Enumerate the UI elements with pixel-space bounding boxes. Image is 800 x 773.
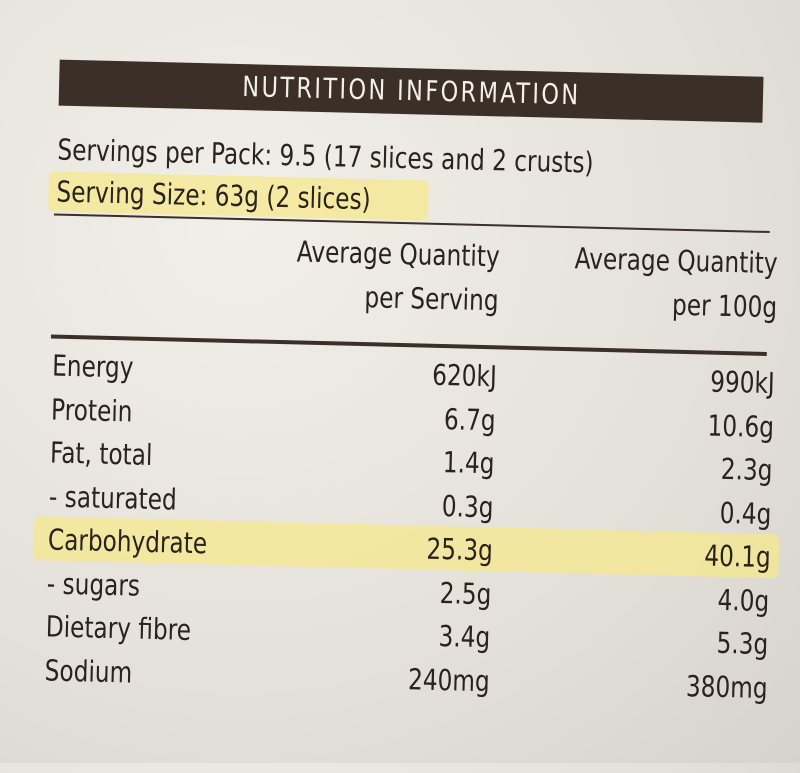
column-header-text: Average Quantity: [574, 241, 779, 281]
title-text: NUTRITION INFORMATION: [241, 70, 581, 112]
per-serving-text: 3.4g: [438, 619, 492, 655]
per-100g-text: 380mg: [685, 668, 769, 705]
per-serving-text: 2.5g: [439, 575, 493, 611]
per-100g-text: 5.3g: [716, 625, 770, 662]
rule: [50, 334, 767, 356]
title: NUTRITION INFORMATION: [59, 65, 764, 118]
per-100g-text: 0.4g: [719, 495, 773, 531]
per-serving-text: 6.7g: [444, 401, 497, 437]
per-serving: 0.3g: [294, 484, 495, 525]
per-100g: 4.0g: [569, 578, 770, 619]
per-serving: 25.3g: [292, 527, 493, 568]
table: Average Quantity per Serving Average Quant…: [9, 0, 800, 704]
nutrient-name-text: Protein: [50, 391, 133, 428]
column-header: per 100g: [477, 282, 778, 325]
per-100g: 990kJ: [575, 360, 776, 401]
per-100g: 5.3g: [568, 621, 769, 662]
per-100g: 380mg: [567, 665, 768, 706]
title-bar: NUTRITION INFORMATION: [58, 59, 764, 123]
per-100g-text: 2.3g: [720, 451, 774, 488]
per-100g-text: 10.6g: [707, 408, 775, 444]
per-serving: 2.5g: [291, 571, 492, 612]
column-header-text: per 100g: [671, 287, 778, 325]
column-header-text: Average Quantity: [296, 234, 501, 274]
per-serving: 620kJ: [297, 353, 498, 394]
per-serving: 1.4g: [295, 440, 496, 481]
per-serving-text: 620kJ: [432, 357, 498, 394]
per-100g: 10.6g: [574, 404, 775, 445]
nutrient-name-text: - saturated: [48, 478, 178, 517]
serving-size-text: Serving Size: 63g (2 slices): [56, 174, 372, 217]
nutrient-name-text: Dietary fibre: [45, 609, 192, 647]
per-100g-text: 40.1g: [704, 538, 772, 575]
per-serving: 240mg: [289, 658, 490, 699]
nutrient-name: Carbohydrate: [48, 521, 248, 562]
column-header: Average Quantity: [478, 238, 779, 281]
per-100g-text: 4.0g: [717, 582, 771, 618]
nutrient-name-text: Fat, total: [49, 435, 153, 472]
per-serving-text: 0.3g: [441, 488, 495, 524]
column-header: Average Quantity: [200, 231, 501, 274]
nutrient-name: Protein: [51, 391, 154, 429]
nutrient-name-text: Sodium: [44, 652, 133, 690]
per-100g: 40.1g: [570, 534, 771, 575]
per-serving: 3.4g: [290, 614, 491, 655]
column-header: per Serving: [199, 275, 500, 318]
nutrient-name: Energy: [52, 348, 154, 386]
per-serving: 6.7g: [296, 397, 497, 438]
nutrient-name-text: - sugars: [46, 565, 141, 603]
nutrient-name: Dietary fibre: [45, 608, 227, 648]
nutrient-name: Fat, total: [50, 434, 179, 473]
per-serving-text: 240mg: [407, 661, 491, 698]
per-100g: 2.3g: [573, 447, 774, 488]
nutrient-name: - sugars: [46, 565, 163, 604]
per-serving-text: 25.3g: [426, 531, 494, 568]
per-serving-text: 1.4g: [442, 445, 496, 481]
nutrient-name-text: Energy: [51, 348, 134, 385]
nutrient-name: Sodium: [44, 652, 154, 691]
nutrient-name: - saturated: [49, 478, 209, 518]
per-100g: 0.4g: [571, 491, 772, 532]
nutrient-name-text: Carbohydrate: [47, 522, 208, 561]
per-100g-text: 990kJ: [710, 364, 776, 401]
